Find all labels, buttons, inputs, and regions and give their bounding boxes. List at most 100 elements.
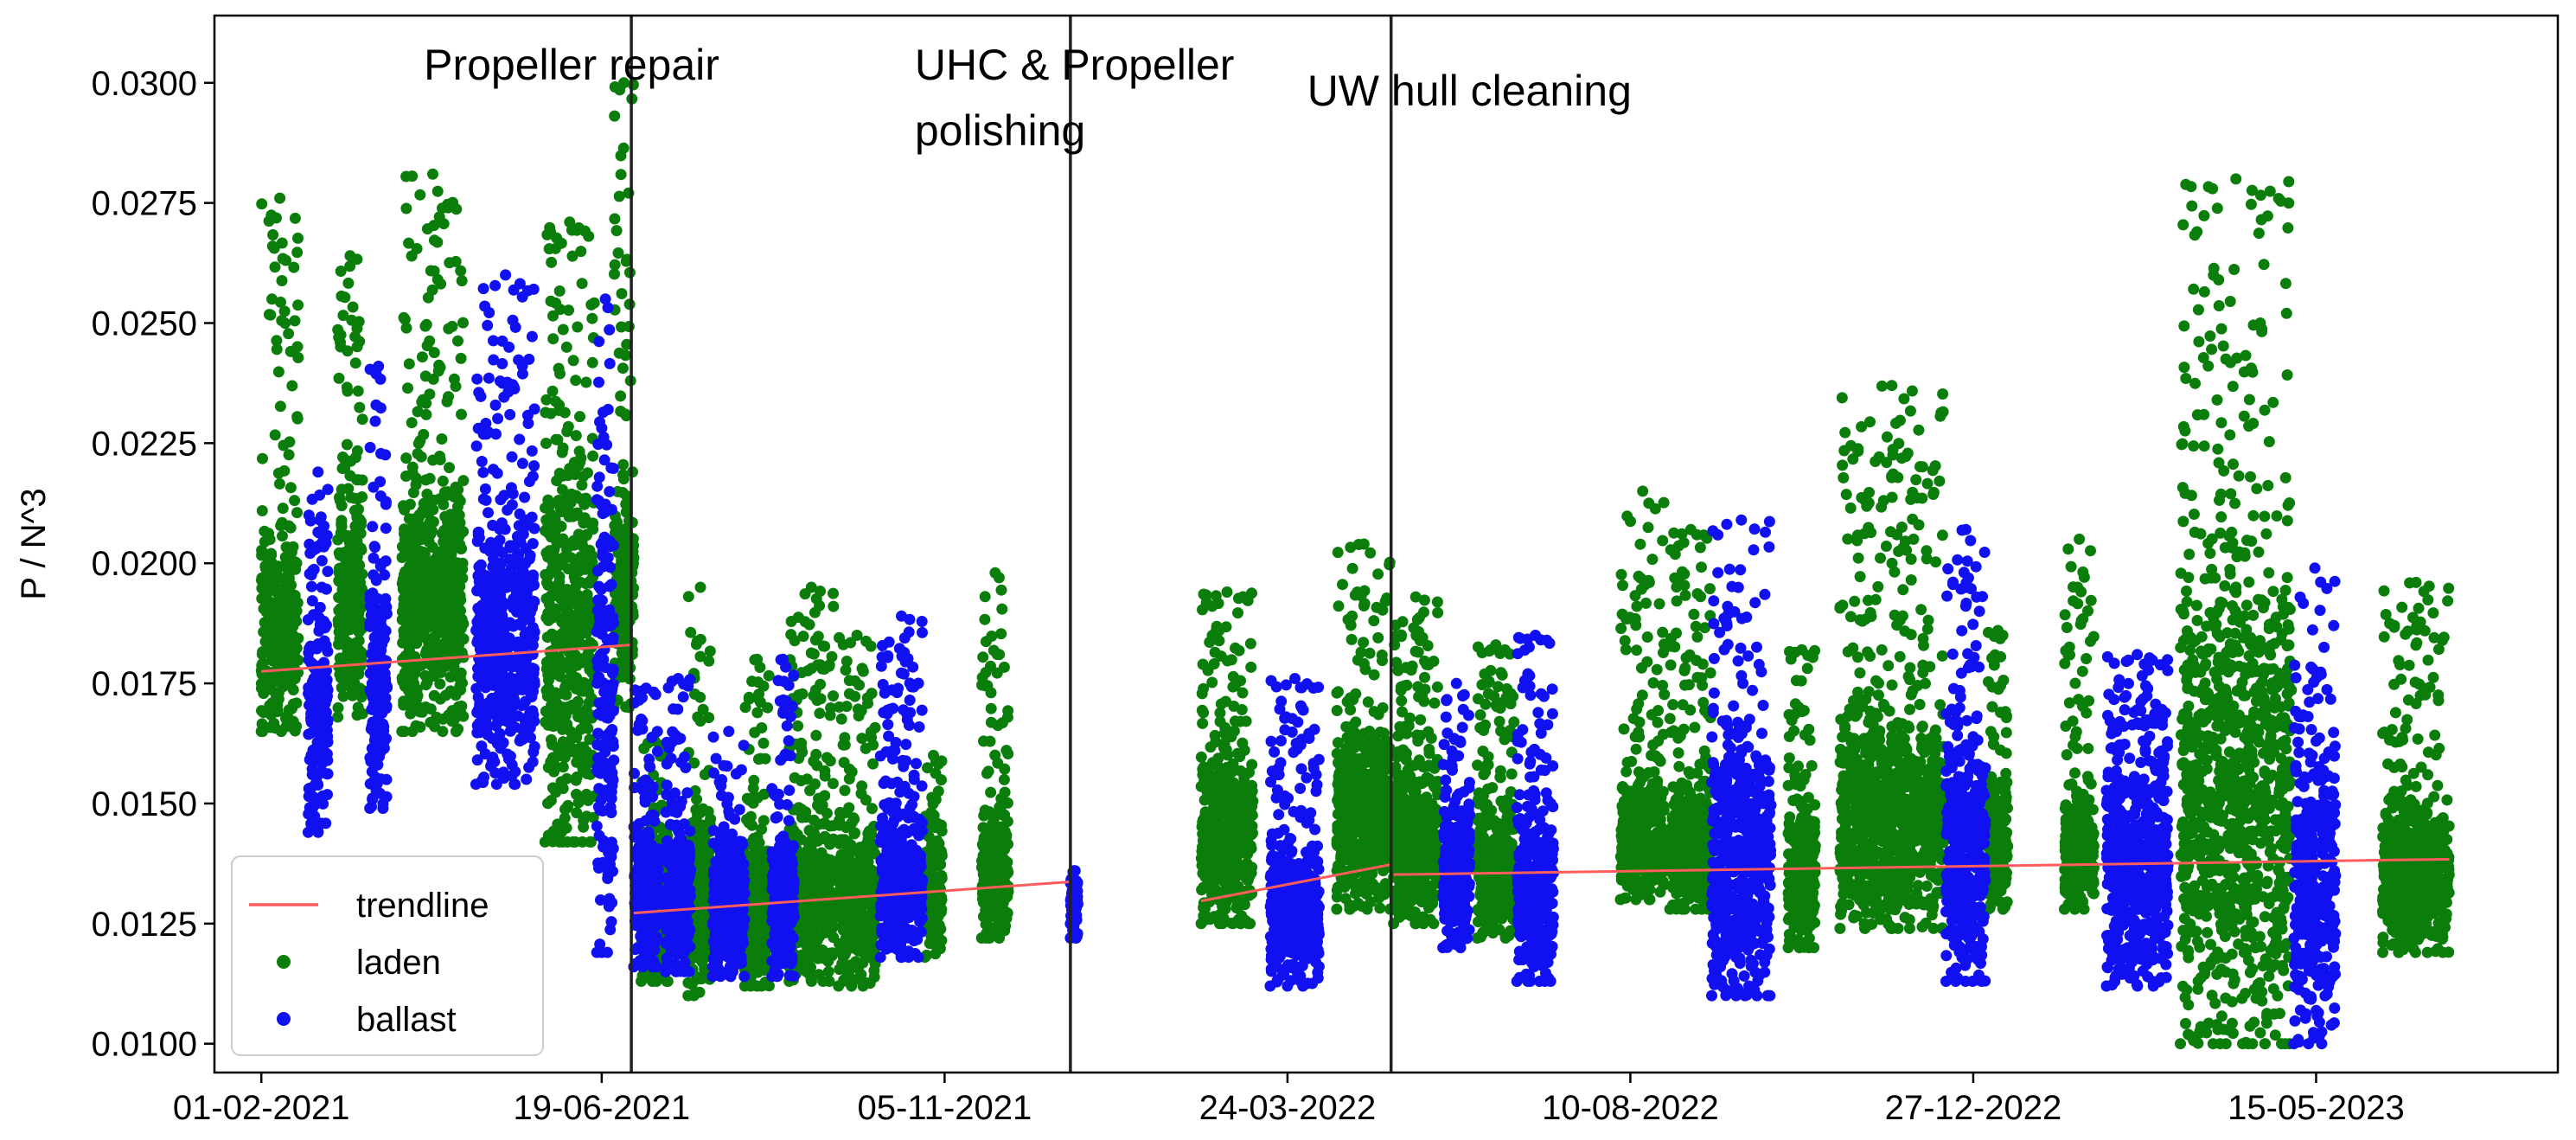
laden-point [289, 495, 301, 507]
laden-point [426, 284, 438, 296]
laden-point [578, 512, 591, 524]
laden-cluster [1195, 586, 1259, 930]
laden-cluster [332, 250, 368, 723]
laden-point [976, 861, 988, 874]
laden-point [564, 216, 576, 228]
laden-point [265, 683, 277, 695]
laden-point [340, 549, 352, 561]
laden-point [567, 510, 579, 522]
laden-point [262, 552, 274, 564]
laden-point [543, 719, 555, 731]
laden-point [682, 989, 694, 1002]
laden-point [353, 503, 364, 516]
laden-point [416, 396, 428, 408]
laden-point [356, 413, 368, 426]
laden-point [1397, 706, 1408, 718]
laden-point [414, 189, 426, 201]
laden-point [1341, 841, 1353, 853]
laden-point [753, 688, 764, 701]
laden-point [568, 457, 580, 469]
laden-point [1368, 669, 1380, 681]
laden-point [926, 791, 938, 804]
laden-point [800, 811, 812, 823]
laden-point [456, 700, 468, 712]
laden-point [282, 584, 294, 596]
laden-point [811, 759, 823, 772]
laden-point [989, 824, 1001, 836]
laden-point [450, 689, 462, 701]
laden-point [578, 821, 590, 833]
laden-point [349, 330, 361, 343]
laden-point [285, 650, 297, 662]
laden-point [567, 355, 579, 367]
laden-point [441, 395, 453, 407]
laden-point [793, 689, 804, 701]
laden-point [857, 980, 869, 992]
laden-point [354, 401, 366, 413]
laden-point [849, 675, 861, 687]
laden-point [342, 345, 354, 357]
laden-point [1221, 586, 1233, 598]
laden-point [1358, 637, 1370, 649]
laden-point [805, 647, 817, 659]
laden-point [578, 557, 590, 569]
laden-point [284, 345, 297, 357]
laden-point [284, 547, 296, 559]
laden-point [344, 250, 356, 262]
laden-point [582, 722, 594, 734]
laden-point [860, 794, 872, 806]
laden-point [797, 631, 809, 643]
laden-point [840, 885, 852, 896]
laden-point [552, 818, 564, 830]
laden-point [410, 479, 422, 490]
laden-point [442, 486, 453, 498]
laden-point [616, 288, 628, 299]
laden-point [819, 640, 831, 652]
laden-point [977, 911, 989, 923]
laden-point [1331, 903, 1343, 915]
laden-point [450, 726, 462, 738]
laden-point [267, 229, 279, 240]
laden-point [1376, 649, 1388, 661]
laden-point [756, 823, 768, 836]
laden-point [996, 875, 1008, 887]
laden-point [575, 246, 587, 258]
laden-point [275, 520, 287, 532]
laden-point [1346, 818, 1358, 830]
laden-point [288, 606, 299, 618]
laden-point [574, 599, 586, 612]
laden-point [934, 873, 945, 885]
laden-point [540, 656, 553, 669]
laden-point [811, 695, 823, 707]
laden-point [851, 903, 863, 915]
laden-point [437, 475, 449, 487]
laden-point [268, 242, 280, 254]
laden-point [569, 680, 581, 692]
laden-point [804, 848, 816, 860]
laden-point [1196, 860, 1208, 871]
laden-cluster [539, 216, 600, 848]
laden-point [343, 559, 355, 571]
laden-point [1246, 759, 1258, 771]
laden-point [267, 655, 279, 667]
laden-point [540, 525, 551, 536]
laden-point [557, 836, 569, 848]
laden-point [803, 944, 815, 956]
laden-point [619, 542, 631, 554]
laden-point [255, 726, 267, 738]
laden-point [934, 943, 946, 955]
laden-point [615, 169, 627, 181]
laden-point [812, 799, 823, 811]
laden-point [291, 697, 303, 709]
laden-point [1206, 842, 1218, 855]
laden-point [834, 806, 846, 818]
laden-point [420, 679, 432, 691]
laden-point [576, 278, 588, 290]
laden-point [1210, 590, 1222, 602]
laden-point [400, 471, 412, 482]
laden-point [704, 645, 716, 657]
laden-point [416, 551, 428, 563]
laden-point [801, 773, 813, 785]
laden-point [1245, 867, 1257, 879]
laden-point [800, 963, 812, 974]
